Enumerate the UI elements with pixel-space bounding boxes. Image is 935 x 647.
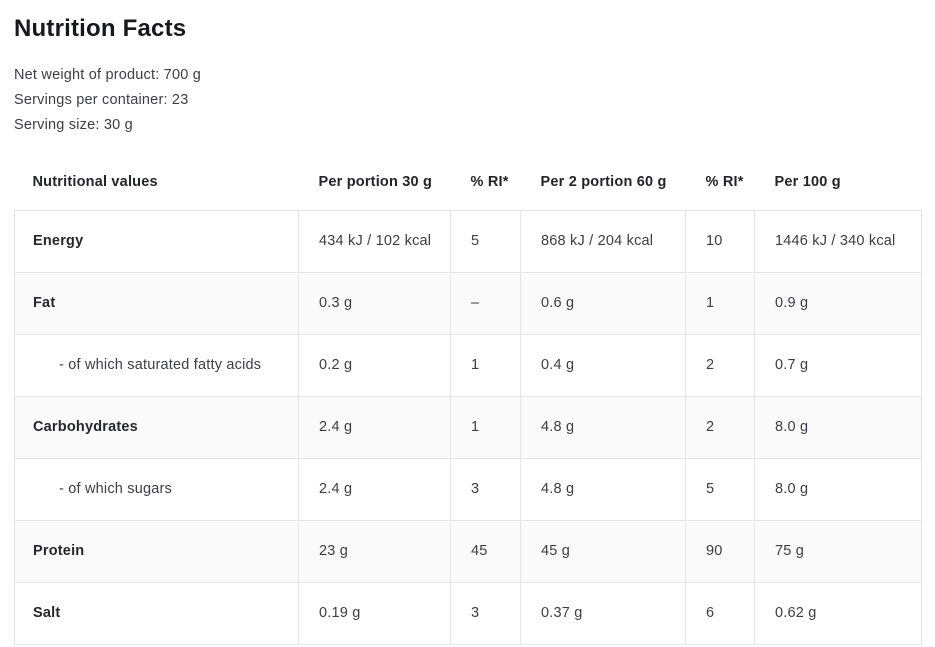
table-row-carbohydrates: Carbohydrates 2.4 g 1 4.8 g 2 8.0 g	[14, 395, 922, 459]
header-ri-2-portion: % RI*	[705, 173, 744, 190]
serving-size-text: Serving size: 30 g	[14, 117, 133, 133]
value-per-2-portion: 0.6 g	[520, 271, 686, 335]
row-label: - of which sugars	[14, 457, 299, 521]
value-per-100g: 0.62 g	[754, 581, 922, 645]
table-row-protein: Protein 23 g 45 45 g 90 75 g	[14, 519, 922, 583]
value-ri-portion: 3	[450, 581, 521, 645]
value-per-portion: 0.2 g	[298, 333, 451, 397]
value-per-100g: 1446 kJ / 340 kcal	[754, 209, 922, 273]
value-per-portion: 2.4 g	[298, 395, 451, 459]
value-ri-2-portion: 2	[685, 395, 755, 459]
nutrition-table: Nutritional values Per portion 30 g % RI…	[14, 154, 922, 645]
header-ri-portion: % RI*	[470, 173, 509, 190]
value-per-portion: 23 g	[298, 519, 451, 583]
value-per-portion: 2.4 g	[298, 457, 451, 521]
value-per-100g: 0.7 g	[754, 333, 922, 397]
value-ri-portion: 45	[450, 519, 521, 583]
table-row-fat: Fat 0.3 g – 0.6 g 1 0.9 g	[14, 271, 922, 335]
value-ri-portion: 1	[450, 395, 521, 459]
table-row-sugars: - of which sugars 2.4 g 3 4.8 g 5 8.0 g	[14, 457, 922, 521]
value-per-2-portion: 0.37 g	[520, 581, 686, 645]
net-weight-text: Net weight of product: 700 g	[14, 67, 201, 83]
value-per-100g: 8.0 g	[754, 457, 922, 521]
value-per-2-portion: 45 g	[520, 519, 686, 583]
page-title: Nutrition Facts	[14, 15, 187, 42]
value-per-100g: 75 g	[754, 519, 922, 583]
value-ri-2-portion: 6	[685, 581, 755, 645]
value-per-portion: 0.3 g	[298, 271, 451, 335]
table-header-row: Nutritional values Per portion 30 g % RI…	[15, 154, 922, 210]
product-meta: Net weight of product: 700 g Servings pe…	[14, 63, 921, 138]
value-ri-2-portion: 1	[685, 271, 755, 335]
header-per-portion: Per portion 30 g	[318, 173, 433, 190]
value-ri-2-portion: 2	[685, 333, 755, 397]
value-ri-2-portion: 10	[685, 209, 755, 273]
value-ri-portion: 5	[450, 209, 521, 273]
value-per-100g: 8.0 g	[754, 395, 922, 459]
value-ri-portion: –	[450, 271, 521, 335]
row-label: - of which saturated fatty acids	[14, 333, 299, 397]
servings-per-container-text: Servings per container: 23	[14, 92, 189, 108]
row-label: Carbohydrates	[14, 395, 299, 459]
row-label: Salt	[14, 581, 299, 645]
value-per-2-portion: 4.8 g	[520, 395, 686, 459]
table-row-saturated-fatty-acids: - of which saturated fatty acids 0.2 g 1…	[14, 333, 922, 397]
value-per-2-portion: 0.4 g	[520, 333, 686, 397]
row-label: Energy	[14, 209, 299, 273]
value-per-2-portion: 4.8 g	[520, 457, 686, 521]
row-label: Fat	[14, 271, 299, 335]
value-per-2-portion: 868 kJ / 204 kcal	[520, 209, 686, 273]
value-ri-portion: 1	[450, 333, 521, 397]
value-ri-2-portion: 90	[685, 519, 755, 583]
table-row-energy: Energy 434 kJ / 102 kcal 5 868 kJ / 204 …	[14, 209, 922, 273]
header-per-100g: Per 100 g	[774, 173, 841, 190]
value-per-portion: 0.19 g	[298, 581, 451, 645]
nutrition-facts-panel: Nutrition Facts Net weight of product: 7…	[0, 15, 935, 645]
row-label: Protein	[14, 519, 299, 583]
value-per-100g: 0.9 g	[754, 271, 922, 335]
value-per-portion: 434 kJ / 102 kcal	[298, 209, 451, 273]
table-row-salt: Salt 0.19 g 3 0.37 g 6 0.62 g	[14, 581, 922, 645]
header-per-2-portion: Per 2 portion 60 g	[540, 173, 667, 190]
value-ri-portion: 3	[450, 457, 521, 521]
value-ri-2-portion: 5	[685, 457, 755, 521]
header-nutritional-values: Nutritional values	[32, 173, 158, 190]
